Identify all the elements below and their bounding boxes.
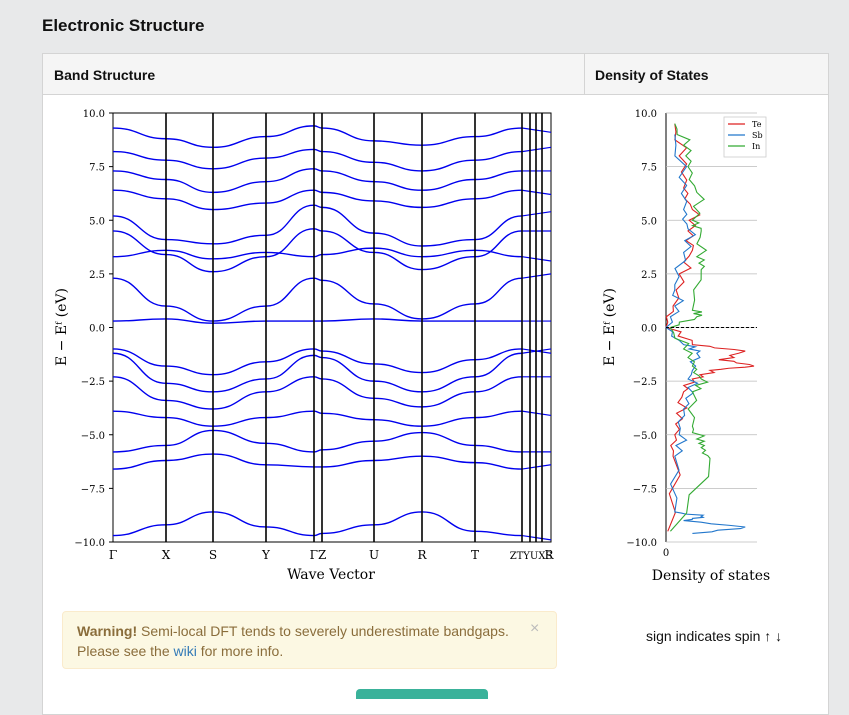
warning-line-2: Please see the wiki for more info. <box>77 643 283 659</box>
action-button[interactable] <box>356 689 488 699</box>
page-title: Electronic Structure <box>42 16 205 35</box>
header-divider <box>584 54 585 94</box>
warning-alert: Warning! Semi-local DFT tends to severel… <box>62 611 557 669</box>
warning-text-2a: Please see the <box>77 643 174 659</box>
warning-line-1: Warning! Semi-local DFT tends to severel… <box>77 623 509 639</box>
band-structure-header: Band Structure <box>54 67 156 83</box>
close-icon[interactable]: × <box>530 620 540 637</box>
warning-text-1: Semi-local DFT tends to severely underes… <box>137 623 509 639</box>
warning-text-2b: for more info. <box>196 643 284 659</box>
wiki-link[interactable]: wiki <box>173 643 197 659</box>
dos-header: Density of States <box>595 67 709 83</box>
panel-header: Band Structure Density of States <box>43 54 828 95</box>
warning-strong: Warning! <box>77 623 138 639</box>
spin-note: sign indicates spin ↑ ↓ <box>646 628 783 644</box>
